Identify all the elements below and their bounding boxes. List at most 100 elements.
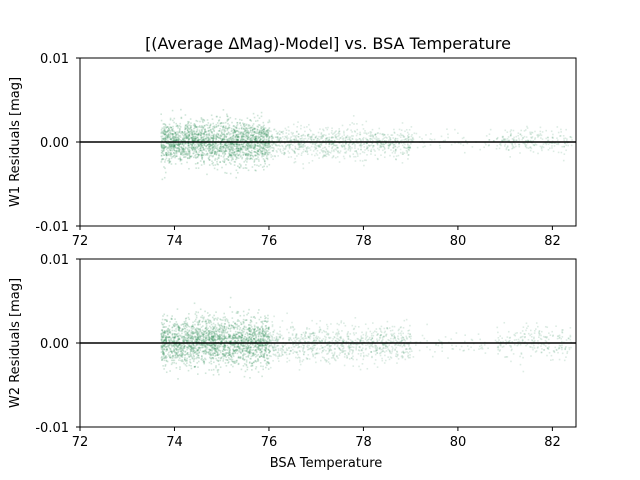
scatter-point [186, 334, 188, 337]
scatter-point [219, 122, 222, 125]
scatter-point [229, 155, 232, 157]
scatter-point [234, 138, 236, 141]
scatter-point [245, 319, 248, 321]
scatter-point [227, 155, 230, 158]
scatter-point [215, 135, 218, 138]
panel-w1: 0.01 0.00 -0.01 72 74 76 78 80 82 W1 Res… [8, 52, 577, 249]
scatter-point [174, 351, 176, 353]
scatter-point [249, 352, 252, 355]
scatter-point [208, 330, 210, 332]
scatter-point [261, 131, 264, 134]
scatter-point [304, 150, 307, 153]
scatter-point [267, 327, 269, 330]
scatter-point [223, 133, 225, 135]
scatter-point [389, 137, 392, 139]
scatter-point [251, 152, 253, 154]
scatter-point [205, 346, 208, 348]
scatter-point [232, 139, 234, 141]
scatter-point [265, 336, 268, 338]
scatter-point [160, 338, 163, 341]
scatter-point [282, 147, 285, 150]
scatter-point [202, 146, 204, 149]
scatter-point [219, 337, 222, 340]
scatter-point [457, 132, 459, 134]
scatter-point [360, 149, 362, 151]
scatter-point [239, 155, 242, 158]
scatter-point [168, 145, 171, 148]
scatter-point [325, 127, 327, 129]
scatter-point [230, 153, 233, 156]
scatter-point [262, 147, 265, 149]
scatter-point [178, 145, 180, 147]
scatter-point [215, 153, 218, 156]
scatter-point [204, 336, 207, 338]
scatter-point [518, 143, 520, 146]
scatter-point [233, 144, 235, 146]
scatter-point [229, 306, 231, 308]
scatter-point [262, 135, 264, 137]
scatter-point [171, 334, 174, 336]
scatter-point [222, 149, 225, 152]
scatter-point [212, 164, 215, 167]
scatter-point [167, 132, 170, 135]
scatter-point [217, 120, 220, 122]
scatter-point [247, 329, 250, 332]
scatter-point [163, 154, 166, 157]
scatter-point [236, 130, 239, 132]
scatter-point [261, 330, 263, 332]
scatter-point [168, 146, 170, 148]
scatter-point [256, 152, 258, 154]
scatter-point [213, 343, 215, 346]
scatter-point [488, 144, 490, 146]
scatter-point [545, 137, 547, 140]
scatter-point [230, 143, 232, 145]
scatter-point [175, 138, 178, 141]
scatter-point [514, 143, 516, 145]
scatter-point [261, 137, 264, 139]
scatter-point [245, 154, 247, 157]
scatter-point [230, 147, 233, 149]
scatter-point [265, 362, 268, 365]
scatter-point [268, 349, 271, 352]
scatter-point [224, 328, 227, 331]
scatter-point [213, 337, 215, 340]
scatter-point [220, 135, 222, 138]
scatter-point [177, 139, 180, 142]
scatter-point [213, 327, 215, 330]
scatter-point [282, 132, 284, 135]
scatter-point [403, 152, 406, 154]
scatter-point [267, 330, 269, 332]
scatter-point [224, 344, 227, 347]
scatter-point [220, 145, 222, 147]
scatter-point [205, 330, 207, 333]
scatter-point [235, 143, 238, 146]
scatter-point [240, 154, 242, 157]
scatter-point [362, 136, 365, 139]
scatter-point [251, 140, 254, 142]
scatter-point [165, 142, 168, 144]
scatter-point [273, 148, 275, 150]
scatter-point [262, 142, 264, 145]
scatter-point [209, 150, 211, 152]
scatter-point [166, 329, 168, 332]
scatter-point [321, 134, 324, 137]
scatter-point [293, 150, 296, 152]
scatter-point [281, 136, 284, 138]
scatter-point [262, 131, 265, 133]
scatter-point [232, 137, 234, 140]
scatter-point [187, 124, 189, 127]
scatter-point [260, 152, 263, 155]
scatter-point [242, 138, 244, 141]
scatter-point [189, 337, 191, 340]
scatter-point [545, 129, 547, 132]
scatter-point [196, 356, 198, 359]
scatter-point [167, 147, 170, 150]
scatter-point [228, 336, 230, 338]
scatter-point [365, 159, 367, 162]
scatter-point [300, 145, 303, 148]
scatter-point [196, 136, 198, 139]
scatter-point [300, 124, 302, 127]
scatter-point [225, 158, 228, 160]
scatter-point [252, 123, 255, 125]
scatter-point [226, 139, 229, 142]
